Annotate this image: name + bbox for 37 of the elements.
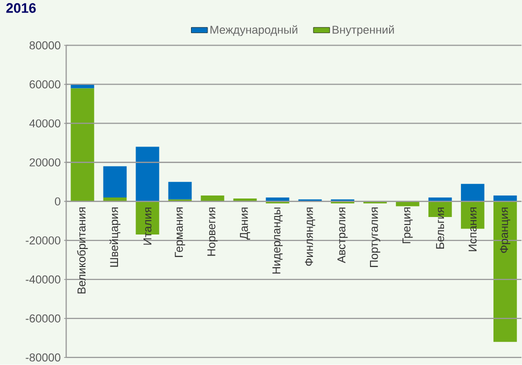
bar xyxy=(396,202,420,206)
y-tick-label: 60000 xyxy=(30,80,60,89)
chart-title: 2016 xyxy=(6,3,36,14)
y-tick-label: -40000 xyxy=(26,276,60,284)
legend-label: Внутренний xyxy=(332,25,394,36)
x-tick-label: Франция xyxy=(500,208,510,254)
bar xyxy=(266,198,290,202)
bar xyxy=(428,198,452,202)
x-tick-label: Австралия xyxy=(337,208,348,264)
y-tick-label: 80000 xyxy=(30,41,60,50)
bar xyxy=(103,166,127,198)
bar xyxy=(493,202,517,342)
y-tick-label: 0 xyxy=(54,198,60,206)
x-tick-label: Финляндия xyxy=(304,208,316,266)
x-tick-label: Италия xyxy=(144,208,152,245)
x-tick-label: Греция xyxy=(402,208,413,244)
x-tick-label: Норвегия xyxy=(207,208,218,256)
x-tick-label: Бельгия xyxy=(436,208,444,249)
bar xyxy=(460,184,484,202)
x-tick-label: Швейцария xyxy=(110,208,120,267)
bar xyxy=(70,88,94,202)
bar xyxy=(136,146,160,202)
bar xyxy=(168,182,192,200)
y-tick-label: 40000 xyxy=(29,119,60,128)
x-tick-label: Великобритания xyxy=(77,208,88,294)
x-tick-label: Дания xyxy=(240,208,250,240)
x-tick-label: Португалия xyxy=(370,208,380,268)
y-tick-label: 20000 xyxy=(30,158,60,167)
bar xyxy=(200,196,224,202)
legend-label: Международный xyxy=(210,25,298,36)
y-tick-label: -20000 xyxy=(26,236,60,245)
y-tick-label: -80000 xyxy=(26,354,60,362)
bar xyxy=(493,196,517,202)
x-tick-label: Германия xyxy=(174,208,186,258)
x-tick-label: Нидерланды xyxy=(272,208,283,274)
y-tick-label: -60000 xyxy=(26,314,60,323)
x-tick-label: Испания xyxy=(468,208,477,252)
